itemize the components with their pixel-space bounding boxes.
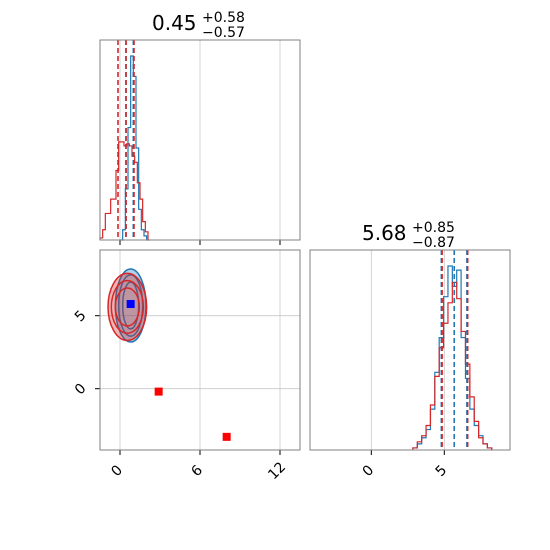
contour-level-red [107,272,148,342]
title-1-minus: −0.57 [202,25,245,41]
title-2-plus: +0.85 [412,220,455,236]
x-tick-label: 0 [360,462,378,480]
point-marker [222,432,231,441]
point-marker [154,387,163,396]
title-2-minus: −0.87 [412,235,455,251]
title-1-plus: +0.58 [202,10,245,26]
x-tick-label: 5 [433,462,451,480]
title-1-value: 0.45 [152,11,197,35]
contour-level-red [114,287,141,327]
title-param-2: 5.68 [362,221,407,245]
x-tick-label: 12 [265,459,289,483]
axes-frame [99,39,301,241]
hist-series-red [412,281,493,450]
contour-level-red [110,279,145,334]
panel-2d-scatter: 0 6 12 0 5 [72,249,301,483]
title-2-value: 5.68 [362,221,407,245]
axes-frame [309,249,511,451]
y-tick-label: 5 [72,308,90,326]
x-tick-label: 6 [188,462,206,480]
title-param-1: 0.45 [152,11,197,35]
y-tick-label: 0 [72,381,90,399]
panel-hist-param-1 [99,39,301,245]
point-marker [126,300,135,309]
x-tick-label: 0 [108,462,126,480]
axes-frame [99,249,301,451]
